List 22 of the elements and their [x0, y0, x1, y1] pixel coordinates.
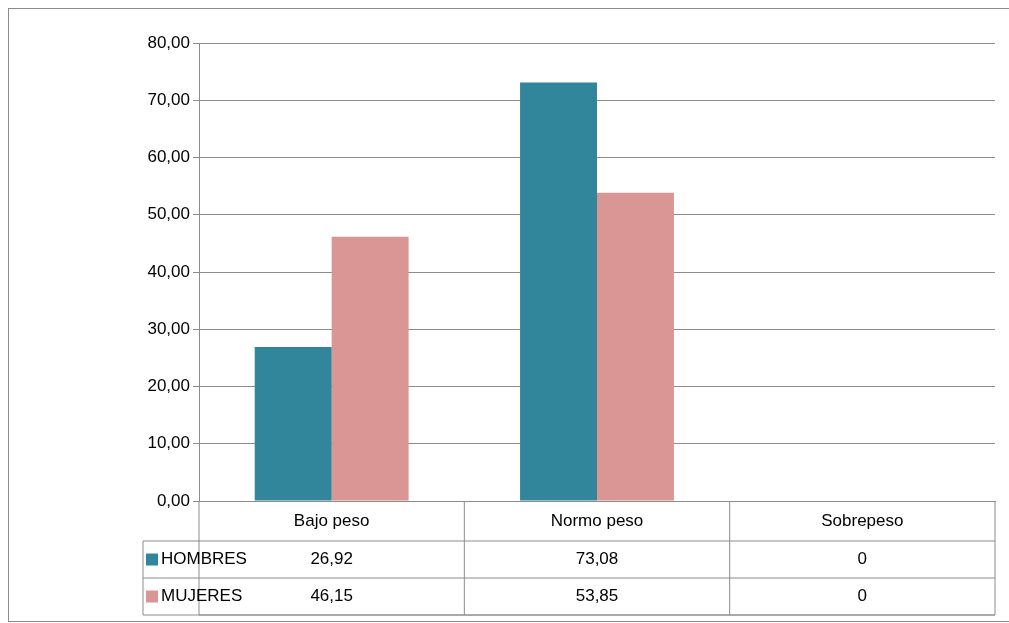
bar [254, 346, 332, 501]
y-tick-label: 20,00 [147, 376, 190, 396]
y-tick-label: 30,00 [147, 318, 190, 338]
data-label: 0 [857, 549, 868, 569]
y-tick-label: 0,00 [156, 490, 190, 510]
y-tick-label: 60,00 [147, 147, 190, 167]
y-tick-label: 70,00 [147, 89, 190, 109]
data-label: 46,15 [310, 586, 353, 606]
x-tick-label: Sobrepeso [821, 510, 904, 530]
bar [520, 82, 597, 501]
y-tick-label: 80,00 [147, 32, 190, 52]
x-tick-label: Normo peso [550, 510, 644, 530]
data-label: 0 [857, 586, 868, 606]
bar [597, 192, 674, 501]
bar [331, 236, 409, 501]
x-tick-label: Bajo peso [293, 510, 370, 530]
y-tick-label: 40,00 [147, 261, 190, 281]
data-label: 73,08 [575, 549, 619, 569]
data-label: 53,85 [575, 586, 619, 606]
data-label: 26,92 [310, 549, 353, 569]
y-tick-label: 50,00 [147, 204, 190, 224]
y-tick-label: 10,00 [147, 433, 190, 453]
